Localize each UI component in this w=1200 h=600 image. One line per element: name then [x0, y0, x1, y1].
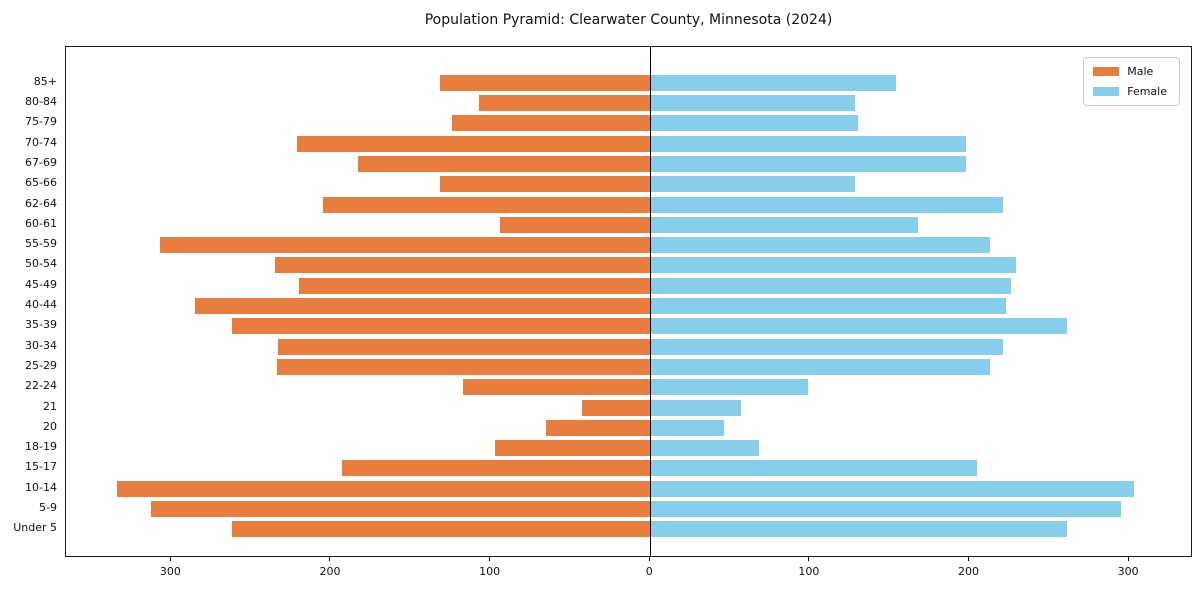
male-bar	[323, 196, 651, 213]
legend-item-female: Female	[1093, 85, 1167, 98]
female-bar	[650, 155, 967, 172]
female-bar	[650, 379, 809, 396]
female-bar	[650, 237, 991, 254]
female-bar	[650, 277, 1012, 294]
male-bar	[232, 318, 651, 335]
y-axis-label: 55-59	[25, 237, 57, 251]
male-bar	[278, 338, 651, 355]
male-bar	[546, 419, 651, 436]
male-bar	[342, 460, 651, 477]
y-axis-label: 75-79	[25, 115, 57, 129]
female-bar	[650, 358, 991, 375]
female-bar	[650, 338, 1004, 355]
female-bar	[650, 298, 1007, 314]
female-bar	[650, 440, 759, 457]
x-axis-tick-label: 300	[1117, 565, 1139, 578]
y-axis-label: 15-17	[25, 460, 57, 474]
x-axis-tick-mark	[968, 557, 969, 561]
y-axis-label: 10-14	[25, 480, 57, 494]
x-axis-tick-mark	[648, 557, 650, 561]
y-axis-label: 67-69	[25, 155, 57, 169]
female-bar	[650, 501, 1122, 517]
male-bar	[117, 480, 651, 497]
y-axis-label: 40-44	[25, 298, 57, 311]
female-bar	[650, 176, 855, 193]
y-axis-label: 70-74	[25, 135, 57, 149]
male-bar	[297, 135, 651, 152]
female-bar	[650, 399, 742, 416]
y-axis-label: 5-9	[39, 501, 57, 514]
female-bar	[650, 419, 724, 436]
y-axis-label: 65-66	[25, 176, 57, 190]
male-bar	[160, 237, 651, 254]
male-bar	[232, 521, 651, 538]
x-axis-tick-label: 0	[645, 565, 653, 578]
male-bar	[275, 257, 651, 274]
x-axis-tick-mark	[329, 557, 331, 561]
female-bar	[650, 318, 1067, 335]
x-axis-tick-mark	[489, 557, 491, 561]
y-axis-label: Under 5	[13, 521, 57, 535]
female-bar	[650, 74, 897, 91]
y-axis-label: 60-61	[25, 216, 57, 230]
x-axis-tick-label: 200	[958, 565, 979, 578]
y-axis-label: 22-24	[25, 379, 57, 393]
legend-male-swatch-icon	[1093, 67, 1120, 76]
male-bar	[439, 74, 651, 91]
x-axis-tick-label: 100	[798, 565, 820, 578]
female-bar	[650, 480, 1134, 497]
chart-title: Population Pyramid: Clearwater County, M…	[424, 12, 833, 28]
male-bar	[463, 379, 651, 396]
female-bar	[650, 95, 855, 111]
x-axis-tick-label: 300	[159, 565, 181, 578]
plot-area: Male Female	[65, 46, 1192, 557]
x-axis-tick-mark	[808, 557, 810, 561]
female-bar	[650, 521, 1067, 538]
female-bar	[650, 257, 1016, 274]
male-bar	[358, 155, 651, 172]
x-axis-tick-mark	[1127, 557, 1129, 561]
male-bar	[452, 115, 651, 132]
y-axis-label: 45-49	[25, 277, 57, 291]
female-bar	[650, 196, 1004, 213]
y-axis-label: 25-29	[25, 358, 57, 372]
y-axis-label: 35-39	[25, 318, 57, 332]
y-axis-label: 85+	[33, 74, 57, 88]
legend-male-label: Male	[1127, 65, 1154, 78]
y-axis-label: 30-34	[25, 338, 57, 352]
y-axis-label: 18-19	[25, 440, 57, 454]
male-bar	[500, 216, 651, 233]
male-bar	[581, 399, 651, 416]
female-bar	[650, 135, 967, 152]
x-axis-tick-label: 200	[319, 565, 341, 578]
male-bar	[299, 277, 651, 294]
male-bar	[150, 501, 651, 517]
male-bar	[479, 95, 651, 111]
female-bar	[650, 216, 919, 233]
legend-female-label: Female	[1127, 85, 1167, 98]
legend: Male Female	[1083, 57, 1180, 106]
y-axis-label: 62-64	[25, 196, 57, 210]
y-axis-label: 50-54	[25, 257, 57, 271]
male-bar	[276, 358, 651, 375]
female-bar	[650, 460, 978, 477]
male-bar	[495, 440, 651, 457]
female-bar	[650, 115, 858, 132]
x-axis-tick-mark	[169, 557, 171, 561]
male-bar	[195, 298, 651, 314]
legend-female-swatch-icon	[1093, 87, 1120, 96]
zero-axis-line	[649, 47, 651, 556]
y-axis-label: 80-84	[25, 95, 57, 108]
x-axis-tick-label: 100	[479, 565, 501, 578]
legend-item-male: Male	[1093, 65, 1167, 78]
male-bar	[439, 176, 651, 193]
y-axis-label: 20	[43, 419, 57, 433]
y-axis-label: 21	[43, 399, 57, 413]
